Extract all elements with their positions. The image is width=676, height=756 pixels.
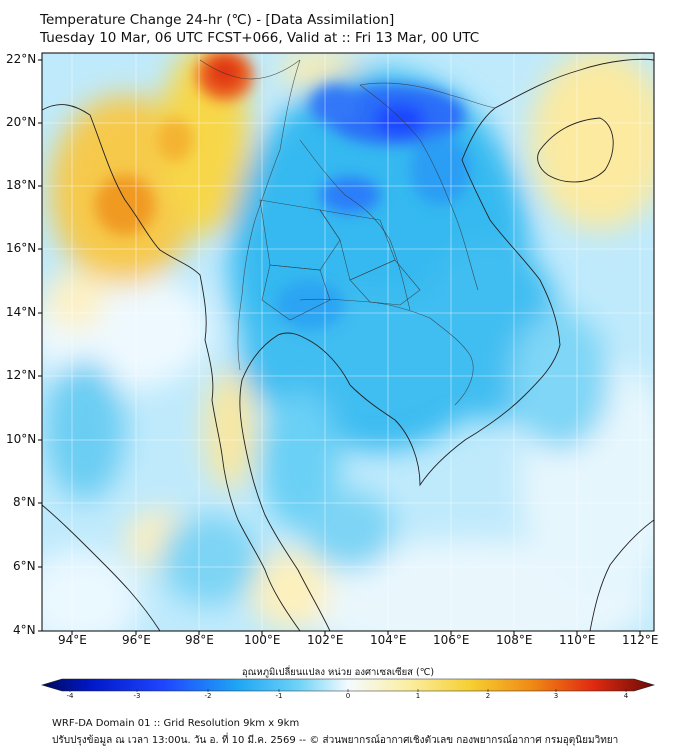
lat-label-22n: 22°N [6, 52, 37, 66]
lat-label-14n: 14°N [6, 305, 37, 319]
footer-credit: ปรับปรุงข้อมูล ณ เวลา 13:00น. วัน อ. ที่… [52, 735, 619, 746]
lon-label-94e: 94°E [58, 633, 87, 647]
lat-label-6n: 6°N [13, 559, 36, 573]
colorbar-tick: 3 [553, 692, 559, 700]
map-frame [41, 52, 655, 632]
footer-model-info: WRF-DA Domain 01 :: Grid Resolution 9km … [52, 718, 300, 729]
colorbar-tick: 4 [623, 692, 629, 700]
colorbar-tick: 0 [345, 692, 351, 700]
lat-label-16n: 16°N [6, 241, 37, 255]
lon-label-112e: 112°E [622, 633, 659, 647]
lat-label-4n: 4°N [13, 623, 36, 637]
lon-label-106e: 106°E [433, 633, 470, 647]
map-title: Temperature Change 24-hr (℃) - [Data Ass… [40, 12, 395, 28]
lat-label-12n: 12°N [6, 368, 37, 382]
colorbar-tick: 1 [415, 692, 421, 700]
lat-label-10n: 10°N [6, 432, 37, 446]
lon-label-102e: 102°E [307, 633, 344, 647]
colorbar-tick: -1 [275, 692, 283, 700]
colorbar-label: อุณหภูมิเปลี่ยนแปลง หน่วย องศาเซลเซียส (… [241, 667, 435, 678]
graticule [42, 53, 654, 631]
lon-label-110e: 110°E [559, 633, 596, 647]
lon-label-100e: 100°E [244, 633, 281, 647]
coastlines [42, 58, 654, 631]
lon-label-98e: 98°E [185, 633, 214, 647]
colorbar-tick: -2 [204, 692, 212, 700]
colorbar-tick: -3 [133, 692, 141, 700]
lon-label-104e: 104°E [370, 633, 407, 647]
lat-label-18n: 18°N [6, 178, 37, 192]
map-subtitle: Tuesday 10 Mar, 06 UTC FCST+066, Valid a… [40, 30, 480, 46]
borders [199, 59, 496, 406]
lon-label-96e: 96°E [122, 633, 151, 647]
colorbar-tick: -4 [66, 692, 74, 700]
lon-label-108e: 108°E [496, 633, 533, 647]
colorbar-tick: 2 [485, 692, 491, 700]
lat-label-8n: 8°N [13, 495, 36, 509]
lat-label-20n: 20°N [6, 115, 37, 129]
